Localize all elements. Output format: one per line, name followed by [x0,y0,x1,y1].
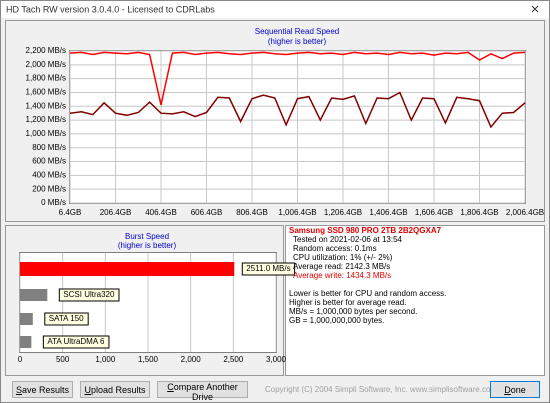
y-tick-label: 1,000 MB/s [26,129,66,138]
info-line: Average write: 1434.3 MB/s [293,271,391,280]
y-tick-label: 200 MB/s [32,184,66,193]
note-line: Higher is better for average read. [289,298,406,307]
note-line: Lower is better for CPU and random acces… [289,289,446,298]
window-title: HD Tach RW version 3.0.4.0 - Licensed to… [6,4,215,14]
data-line [69,91,526,129]
burst-subtitle: (higher is better) [118,241,177,250]
burst-title: Burst Speed [125,232,169,241]
x-tick-label: 2,000 [181,355,202,364]
info-line: Random access: 0.1ms [293,244,377,253]
note-line: GB = 1,000,000,000 bytes. [289,316,384,325]
done-button[interactable]: Done [490,381,540,398]
x-tick-label: 2,500 [223,355,244,364]
bar-label-box [44,312,89,326]
y-tick-label: 1,600 MB/s [26,88,66,97]
y-tick-label: 1,800 MB/s [26,74,66,83]
info-panel [285,225,545,376]
info-line: Tested on 2021-02-06 at 13:54 [293,235,403,244]
x-tick-label: 3,000 [266,355,287,364]
bar-label: ATA UltraDMA 6 [47,337,105,346]
x-tick-label: 1,806.4GB [460,208,498,217]
close-icon[interactable] [531,5,539,13]
x-tick-label: 1,006.4GB [278,208,316,217]
y-tick-label: 800 MB/s [32,143,66,152]
bar [20,262,235,276]
seq-title: Sequential Read Speed [255,27,340,36]
info-line: Average read: 2142.3 MB/s [293,262,390,271]
x-tick-label: 0 [18,355,23,364]
bar-label-box [241,262,296,276]
drive-name: Samsung SSD 980 PRO 2TB 2B2QGXA7 [289,226,442,235]
x-tick-label: 806.4GB [236,208,268,217]
x-tick-label: 2,006.4GB [506,208,544,217]
compare-button[interactable]: Compare Another Drive [157,381,248,402]
y-tick-label: 1,400 MB/s [26,101,66,110]
y-tick-label: 600 MB/s [32,157,66,166]
bar [20,289,48,301]
data-line [69,51,526,106]
bar-label-box [58,288,120,302]
x-tick-label: 1,606.4GB [415,208,453,217]
x-tick-label: 606.4GB [191,208,223,217]
seq-subtitle: (higher is better) [268,37,327,46]
bar [20,336,32,348]
note-line: MB/s = 1,000,000 bytes per second. [289,307,417,316]
x-tick-label: 1,406.4GB [369,208,407,217]
copyright: Copyright (C) 2004 Simpli Software, Inc.… [265,385,497,394]
bar-label-box [42,335,110,349]
info-line: CPU utilization: 1% (+/- 2%) [293,253,393,262]
x-tick-label: 206.4GB [100,208,132,217]
bar [20,313,33,325]
upload-button[interactable]: Upload Results [80,381,150,398]
y-tick-label: 1,200 MB/s [26,115,66,124]
x-tick-label: 406.4GB [145,208,177,217]
x-tick-label: 6.4GB [59,208,82,217]
bar-label: 2511.0 MB/s [246,264,290,273]
x-tick-label: 500 [56,355,70,364]
y-tick-label: 400 MB/s [32,170,66,179]
bar-label: SATA 150 [49,314,84,323]
x-tick-label: 1,000 [95,355,116,364]
x-tick-label: 1,206.4GB [324,208,362,217]
y-tick-label: 0 MB/s [41,198,66,207]
bar-label: SCSI Ultra320 [63,290,115,299]
title-bar [1,1,549,18]
y-tick-label: 2,000 MB/s [26,60,66,69]
save-button[interactable]: Save Results [12,381,73,398]
y-tick-label: 2,200 MB/s [26,46,66,55]
x-tick-label: 1,500 [138,355,159,364]
